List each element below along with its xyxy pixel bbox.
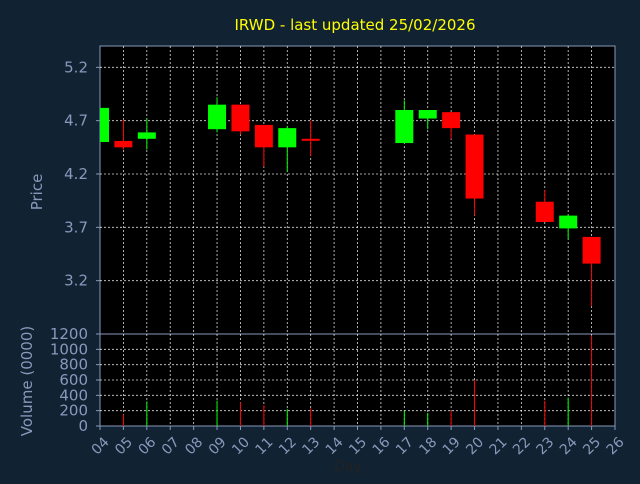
volume-y-tick-label: 0 [78,417,88,435]
candle-body [254,124,273,148]
candles [100,97,601,307]
volume-grid [100,334,615,426]
volume-axis-label: Volume (0000) [18,326,36,436]
candle-body [418,110,437,119]
volume-y-tick-label: 800 [59,356,88,374]
price-panel: 5.2 4.7 4.2 3.7 3.2 Price [28,45,616,335]
candle-body [442,112,461,129]
candle-body [137,132,156,139]
price-axis-label: Price [28,174,46,211]
volume-bars [122,335,593,426]
price-y-tick-label: 5.2 [64,58,88,76]
price-y-tick-label: 4.2 [64,165,88,183]
candle-body [559,215,578,229]
chart-title: IRWD - last updated 25/02/2026 [235,16,476,34]
volume-y-tick-label: 200 [59,402,88,420]
candle-body [301,138,320,141]
x-axis-label: Day [334,459,362,475]
candle-body [582,236,601,264]
candle-body [231,104,250,132]
price-y-ticks: 5.2 4.7 4.2 3.7 3.2 [64,58,100,290]
candle-body [535,201,554,222]
candle-body [278,128,297,148]
volume-y-tick-label: 600 [59,371,88,389]
volume-y-tick-label: 1200 [50,325,88,343]
volume-y-tick-label: 1000 [50,340,88,358]
candle-body [100,107,109,142]
price-y-tick-label: 3.2 [64,272,88,290]
candle-body [465,134,484,199]
price-y-tick-label: 4.7 [64,112,88,130]
volume-y-tick-label: 400 [59,386,88,404]
price-y-tick-label: 3.7 [64,218,88,236]
candle-body [114,140,133,148]
candle-body [208,104,227,130]
candle-body [395,110,414,144]
